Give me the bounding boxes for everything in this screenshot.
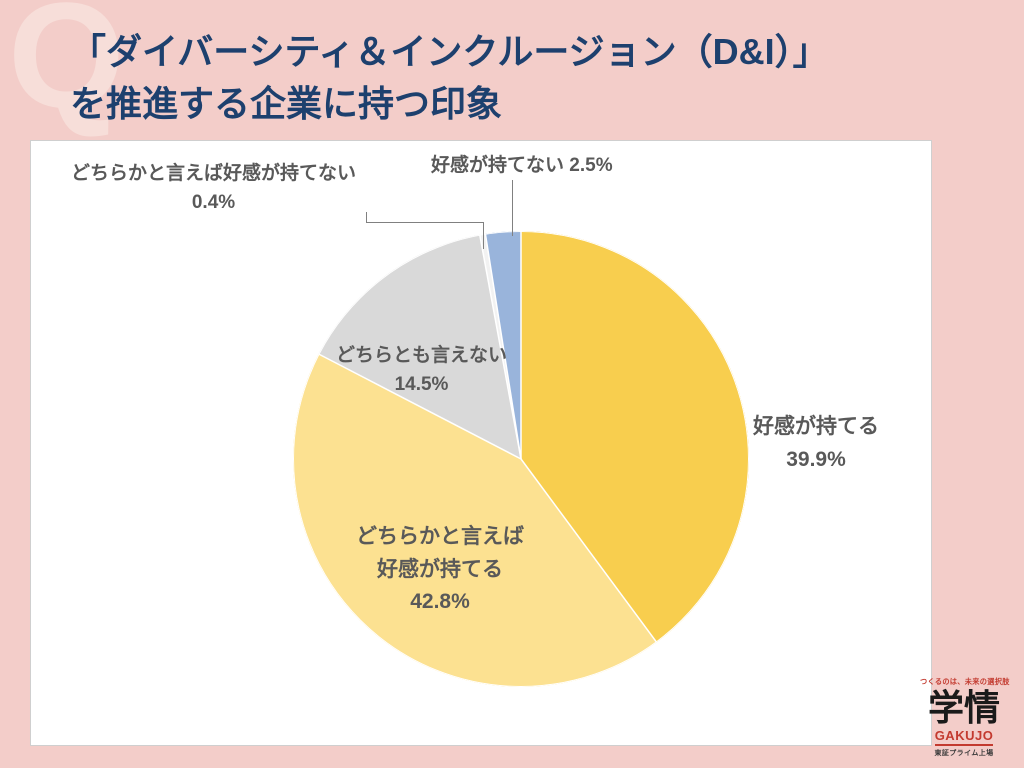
slice-label-somewhat-favorable: どちらかと言えば 好感が持てる 42.8% [356, 521, 524, 619]
logo-sub: 東証プライム上場 [920, 748, 1008, 758]
title-line-1: 「ダイバーシティ＆インクルージョン（D&I）」 [70, 26, 984, 78]
pie-chart: 好感が持てる 39.9% どちらかと言えば 好感が持てる 42.8% どちらとも… [31, 141, 931, 745]
slice-label-neutral: どちらとも言えない 14.5% [336, 341, 507, 400]
logo-tagline: つくるのは、未来の選択肢 [920, 677, 1008, 687]
logo-kanji: 学情 [920, 689, 1008, 727]
logo-roman: GAKUJO [935, 728, 994, 746]
brand-logo: つくるのは、未来の選択肢 学情 GAKUJO 東証プライム上場 [920, 677, 1008, 758]
leader-line [366, 212, 367, 223]
callout-label-somewhat-unfavorable: どちらかと言えば好感が持てない 0.4% [71, 159, 356, 218]
title-block: 「ダイバーシティ＆インクルージョン（D&I）」 を推進する企業に持つ印象 [70, 26, 984, 130]
title-line-2: を推進する企業に持つ印象 [70, 78, 984, 130]
leader-line [366, 222, 484, 223]
leader-line [483, 223, 484, 249]
callout-label-unfavorable: 好感が持てない 2.5% [431, 151, 613, 180]
chart-panel: 好感が持てる 39.9% どちらかと言えば 好感が持てる 42.8% どちらとも… [30, 140, 932, 746]
slice-label-favorable: 好感が持てる 39.9% [753, 411, 879, 476]
leader-line [512, 180, 513, 236]
